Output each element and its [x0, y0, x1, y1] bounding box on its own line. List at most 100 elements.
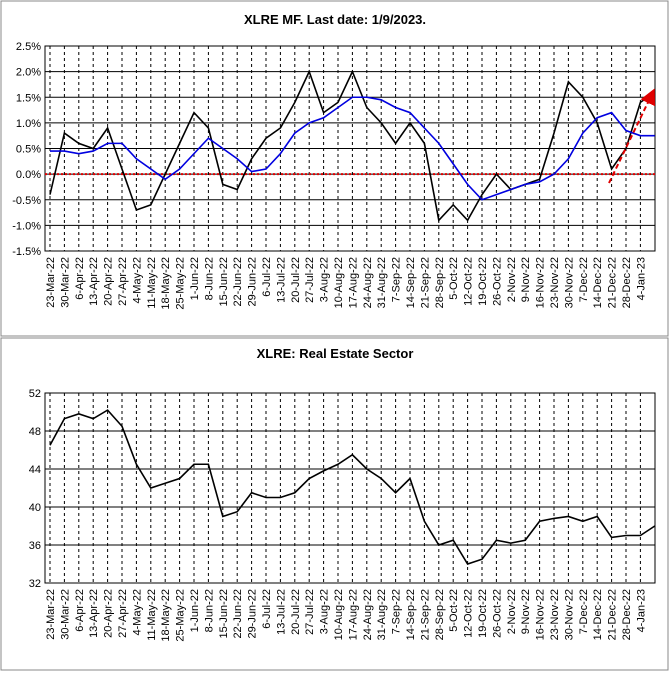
x-tick-label: 28-Sep-22	[434, 257, 446, 308]
x-tick-label: 11-May-22	[146, 589, 158, 641]
x-tick-label: 21-Sep-22	[419, 257, 431, 308]
data-line	[49, 69, 656, 222]
x-tick-label: 21-Dec-22	[607, 257, 619, 308]
x-tick-label: 4-Jan-23	[635, 589, 647, 632]
x-tick-label: 28-Dec-22	[621, 257, 633, 308]
chart-title: XLRE MF. Last date: 1/9/2023.	[244, 12, 426, 27]
x-tick-label: 23-Mar-22	[45, 589, 57, 640]
x-tick-label: 27-Jul-22	[304, 257, 316, 303]
y-tick-label: 32	[29, 578, 41, 590]
x-tick-label: 16-Nov-22	[535, 257, 547, 308]
x-tick-label: 30-Nov-22	[563, 589, 575, 640]
x-tick-label: 30-Mar-22	[59, 589, 71, 640]
x-tick-label: 5-Oct-22	[448, 257, 460, 300]
x-tick-label: 15-Jun-22	[218, 257, 230, 307]
x-tick-label: 19-Oct-22	[477, 257, 489, 306]
data-line	[49, 409, 656, 565]
x-tick-label: 24-Aug-22	[362, 589, 374, 640]
panel-border	[0, 0, 669, 337]
y-tick-label: 1.0%	[16, 118, 41, 130]
y-tick-label: -1.5%	[12, 246, 41, 258]
x-tick-label: 28-Sep-22	[434, 589, 446, 640]
x-tick-label: 4-Jan-23	[635, 257, 647, 300]
x-tick-label: 14-Sep-22	[405, 589, 417, 640]
x-tick-label: 9-Nov-22	[520, 589, 532, 634]
x-tick-label: 6-Jul-22	[261, 589, 273, 629]
x-tick-label: 27-Jul-22	[304, 589, 316, 635]
x-tick-label: 5-Oct-22	[448, 589, 460, 632]
x-tick-label: 27-Apr-22	[117, 589, 129, 638]
x-tick-label: 10-Aug-22	[333, 589, 345, 640]
x-tick-label: 18-May-22	[160, 589, 172, 642]
x-tick-label: 22-Jun-22	[232, 589, 244, 639]
x-tick-label: 11-May-22	[146, 257, 158, 309]
x-tick-label: 25-May-22	[175, 257, 187, 310]
x-tick-label: 20-Apr-22	[103, 589, 115, 638]
y-tick-label: 44	[29, 464, 41, 476]
x-tick-label: 21-Dec-22	[607, 589, 619, 640]
x-tick-label: 13-Apr-22	[88, 257, 100, 306]
trend-arrow	[608, 88, 655, 184]
y-tick-label: 2.5%	[16, 41, 41, 53]
x-tick-label: 21-Sep-22	[419, 589, 431, 640]
x-tick-label: 22-Jun-22	[232, 257, 244, 307]
x-tick-label: 27-Apr-22	[117, 257, 129, 306]
x-tick-label: 31-Aug-22	[376, 257, 388, 308]
x-tick-label: 14-Dec-22	[592, 589, 604, 640]
y-tick-label: 36	[29, 540, 41, 552]
x-tick-label: 1-Jun-22	[189, 589, 201, 632]
x-tick-label: 4-May-22	[131, 589, 143, 635]
y-tick-label: 48	[29, 426, 41, 438]
x-tick-label: 1-Jun-22	[189, 257, 201, 300]
y-tick-label: 2.0%	[16, 67, 41, 79]
x-tick-label: 16-Nov-22	[535, 589, 547, 640]
y-tick-label: 52	[29, 388, 41, 400]
y-tick-label: 1.5%	[16, 92, 41, 104]
x-tick-label: 19-Oct-22	[477, 589, 489, 638]
x-tick-label: 18-May-22	[160, 257, 172, 310]
x-tick-label: 23-Nov-22	[549, 589, 561, 640]
x-tick-label: 6-Apr-22	[74, 589, 86, 632]
x-tick-label: 3-Aug-22	[319, 589, 331, 634]
x-tick-label: 29-Jun-22	[247, 257, 259, 307]
x-tick-label: 6-Apr-22	[74, 257, 86, 300]
x-tick-label: 20-Apr-22	[103, 257, 115, 306]
x-tick-label: 24-Aug-22	[362, 257, 374, 308]
x-tick-label: 13-Apr-22	[88, 589, 100, 638]
plot-area	[44, 392, 656, 584]
y-tick-label: 40	[29, 502, 41, 514]
x-tick-label: 2-Nov-22	[506, 589, 518, 634]
x-tick-label: 20-Jul-22	[290, 257, 302, 303]
y-tick-label: 0.0%	[16, 169, 41, 181]
x-tick-label: 2-Nov-22	[506, 257, 518, 302]
x-tick-label: 31-Aug-22	[376, 589, 388, 640]
x-tick-label: 12-Oct-22	[463, 589, 475, 638]
panel-border	[0, 337, 669, 671]
x-tick-label: 30-Mar-22	[59, 257, 71, 308]
y-tick-label: -1.0%	[12, 220, 41, 232]
x-tick-label: 14-Sep-22	[405, 257, 417, 308]
x-tick-label: 26-Oct-22	[491, 589, 503, 638]
x-tick-label: 8-Jun-22	[203, 589, 215, 632]
x-tick-label: 26-Oct-22	[491, 257, 503, 306]
x-tick-label: 7-Dec-22	[578, 589, 590, 634]
y-tick-label: -0.5%	[12, 195, 41, 207]
x-tick-label: 10-Aug-22	[333, 257, 345, 308]
x-tick-label: 17-Aug-22	[347, 589, 359, 640]
x-tick-label: 3-Aug-22	[319, 257, 331, 302]
y-tick-label: 0.5%	[16, 144, 41, 156]
x-tick-label: 7-Dec-22	[578, 257, 590, 302]
x-tick-label: 28-Dec-22	[621, 589, 633, 640]
x-tick-label: 13-Jul-22	[275, 257, 287, 303]
x-tick-label: 7-Sep-22	[391, 257, 403, 302]
x-tick-label: 14-Dec-22	[592, 257, 604, 308]
x-tick-label: 25-May-22	[175, 589, 187, 642]
x-tick-label: 17-Aug-22	[347, 257, 359, 308]
x-tick-label: 15-Jun-22	[218, 589, 230, 639]
chart-title: XLRE: Real Estate Sector	[257, 346, 414, 361]
x-tick-label: 4-May-22	[131, 257, 143, 303]
x-tick-label: 23-Mar-22	[45, 257, 57, 308]
x-tick-label: 9-Nov-22	[520, 257, 532, 302]
